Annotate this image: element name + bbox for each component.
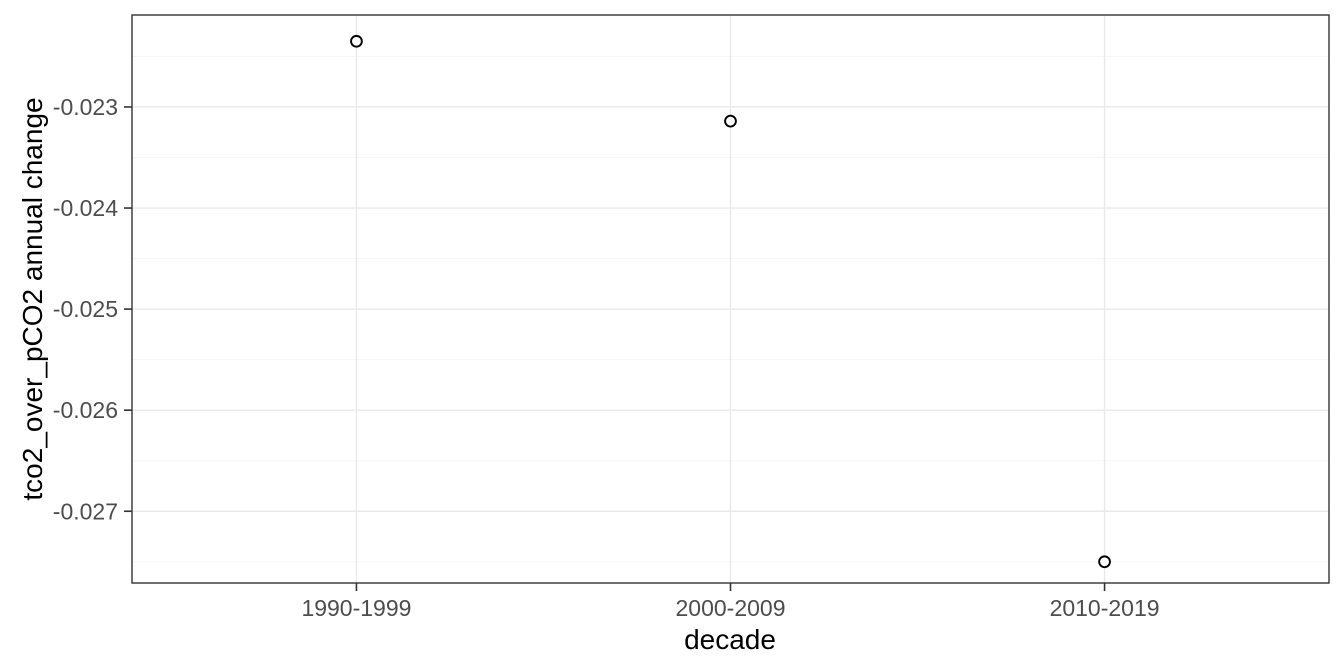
axis-tick-marks [124,106,1106,591]
y-axis-title: tco2_over_pCO2 annual change [17,97,48,500]
x-axis-title: decade [684,624,776,655]
data-point [350,34,363,48]
data-point [1098,555,1111,569]
x-tick-label: 1990-1999 [301,595,411,621]
data-points [350,34,1111,569]
y-tick-label: -0.025 [53,296,118,322]
x-tick-label: 2000-2009 [676,595,786,621]
x-axis-tick-labels: 1990-1999 2000-2009 2010-2019 [301,595,1159,621]
data-point [724,114,737,128]
major-gridlines [132,15,1329,583]
y-axis-tick-labels: -0.023 -0.024 -0.025 -0.026 -0.027 [53,94,118,524]
y-tick-label: -0.024 [53,195,118,221]
y-tick-label: -0.023 [53,94,118,120]
y-tick-label: -0.027 [53,498,118,524]
x-tick-label: 2010-2019 [1050,595,1160,621]
y-tick-label: -0.026 [53,397,118,423]
